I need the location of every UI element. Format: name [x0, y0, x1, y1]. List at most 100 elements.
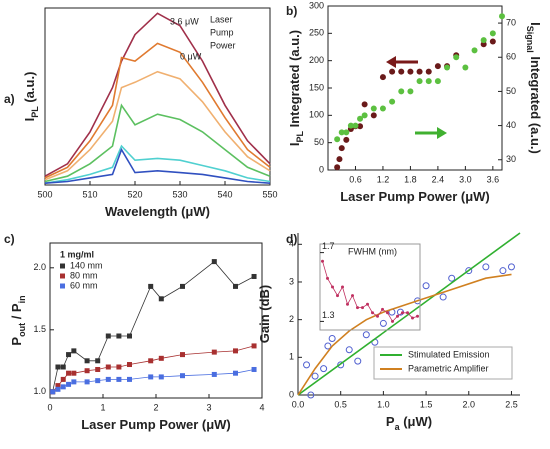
x-tick-label: 0.6 [349, 174, 362, 184]
legend-title: 1 mg/ml [60, 249, 94, 259]
series-line [52, 345, 255, 393]
y-tick-label: 0 [319, 164, 324, 174]
y2-axis-label-part: Signal [525, 26, 535, 53]
y2-axis-label-part: I [528, 22, 543, 26]
y-axis-label-part: PL [295, 131, 305, 143]
y-axis-label-part: out [17, 323, 27, 337]
marker [311, 372, 319, 380]
marker [389, 68, 396, 75]
legend-label: 80 mm [70, 270, 98, 280]
y-tick-label: 250 [309, 28, 324, 38]
y-tick-label: 1.7 [322, 241, 335, 251]
marker [60, 364, 66, 370]
marker [251, 366, 257, 372]
y-tick-label: 150 [309, 82, 324, 92]
legend-label: 60 mm [70, 280, 98, 290]
marker [321, 259, 324, 263]
marker [328, 334, 336, 342]
marker [507, 263, 515, 271]
marker [95, 366, 101, 372]
marker [148, 374, 154, 380]
marker [361, 306, 364, 310]
y-tick-label: 300 [309, 0, 324, 10]
marker [66, 370, 72, 376]
panel-label: b) [286, 4, 297, 18]
marker [462, 64, 469, 71]
marker [66, 381, 72, 387]
marker [444, 64, 451, 71]
marker [66, 352, 72, 358]
panel-b-arrows [386, 56, 447, 139]
x-tick-label: 1.2 [377, 174, 390, 184]
marker [233, 283, 238, 289]
marker [105, 364, 111, 370]
marker [414, 297, 422, 305]
marker [439, 293, 447, 301]
marker [326, 276, 329, 280]
marker [499, 267, 507, 275]
y-axis-label-part: I [287, 143, 302, 147]
legend-label: Stimulated Emission [408, 349, 490, 359]
y-tick-label: 100 [309, 110, 324, 120]
series-line [44, 42, 271, 179]
marker [401, 311, 404, 315]
x-tick-label: 0.5 [334, 399, 347, 409]
y2-axis-label-part: Integrated (a.u.) [528, 53, 543, 154]
y-axis-label-part: / P [9, 303, 24, 323]
marker [331, 285, 334, 289]
marker [343, 136, 350, 143]
marker [336, 156, 343, 163]
marker [371, 311, 374, 315]
legend-label: 140 mm [70, 260, 103, 270]
plot-frame [319, 243, 421, 331]
y-axis-label-part: I [22, 118, 37, 122]
x-tick-label: 540 [217, 189, 232, 199]
x-axis-label-part: Laser Pump Power (μW) [340, 189, 490, 204]
marker [180, 373, 185, 379]
legend-swatch [60, 263, 65, 269]
marker [352, 122, 359, 129]
series-line [44, 103, 271, 183]
y-tick-label: 3 [289, 276, 294, 286]
marker [60, 384, 66, 390]
marker [95, 358, 101, 364]
marker [345, 346, 353, 354]
marker [127, 333, 132, 339]
x-tick-label: 2.0 [463, 399, 476, 409]
marker [158, 374, 164, 380]
y-axis-label-part: Integrated (a.u.) [287, 30, 302, 131]
marker [180, 352, 185, 358]
x-axis-label-part: Laser Pump Power (μW) [81, 417, 231, 432]
marker [50, 389, 56, 395]
marker [489, 38, 496, 45]
x-tick-label: 4 [259, 402, 264, 412]
x-axis-label: Laser Pump Power (μW) [340, 189, 490, 204]
arrow-head [437, 127, 447, 139]
marker [434, 63, 441, 70]
x-tick-label: 2 [153, 402, 158, 412]
marker [465, 267, 473, 275]
panel-label: c) [4, 232, 15, 246]
marker [411, 316, 414, 320]
marker [357, 115, 364, 122]
inset-title: FWHM (nm) [348, 246, 397, 256]
y-axis-label: Gain (dB) [257, 285, 272, 344]
marker [379, 74, 386, 81]
x-tick-label: 520 [127, 189, 142, 199]
marker [105, 376, 111, 382]
y-tick-label: 1.0 [33, 386, 46, 396]
marker [370, 105, 377, 112]
annotation: Pump [210, 27, 234, 37]
x-tick-label: 500 [37, 189, 52, 199]
marker [489, 30, 496, 37]
marker [148, 358, 154, 364]
marker [370, 112, 377, 119]
marker [357, 123, 364, 130]
y-tick-label: 1 [289, 352, 294, 362]
y-axis-label: IPL Integrated (a.u.) [287, 30, 305, 146]
marker [158, 296, 164, 302]
marker [391, 319, 394, 323]
marker [354, 357, 362, 365]
x-tick-label: 3 [206, 402, 211, 412]
